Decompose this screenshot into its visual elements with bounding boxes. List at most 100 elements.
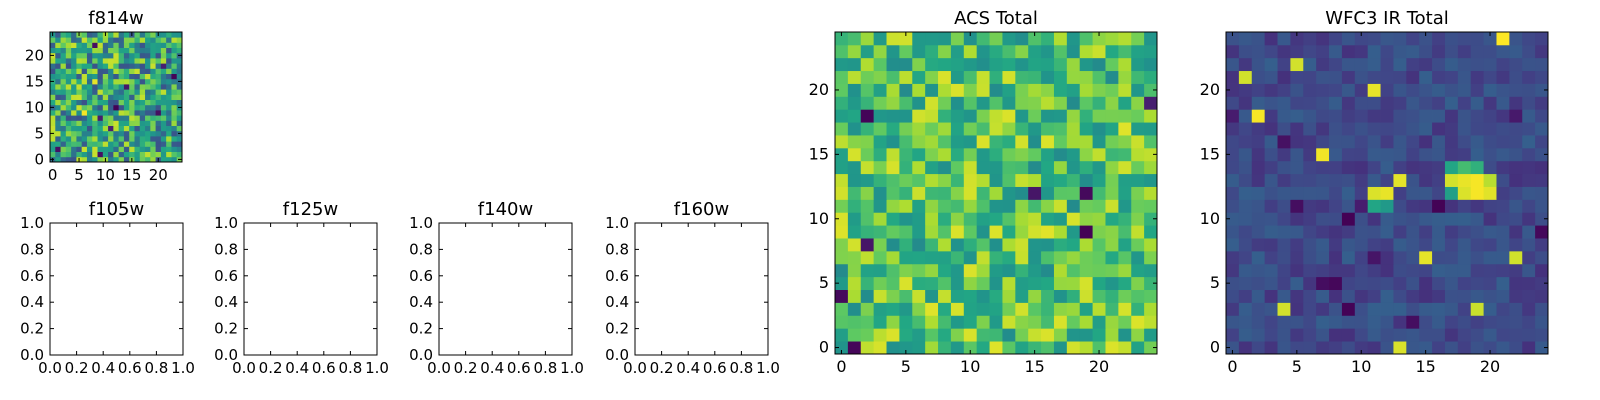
y-tick-label: 10 [1200,209,1220,228]
wfc3-ir-total-cells [1226,32,1549,355]
heatmap-cell [1041,122,1055,136]
heatmap-cell [1002,57,1016,72]
heatmap-cell [1509,96,1523,110]
heatmap-cell [1015,70,1029,84]
heatmap-cell [55,120,61,126]
heatmap-cell [129,52,135,59]
heatmap-cell [129,68,135,74]
heatmap-cell [1509,212,1523,226]
heatmap-cell [1380,32,1394,46]
heatmap-cell [1432,212,1446,226]
heatmap-cell [860,238,875,252]
heatmap-cell [113,73,120,80]
heatmap-cell [1457,147,1472,162]
heatmap-cell [976,83,990,97]
heatmap-cell [139,63,146,69]
heatmap-cell [899,160,913,175]
heatmap-cell [1367,289,1381,303]
heatmap-cell [1028,44,1042,59]
heatmap-cell [123,125,130,132]
heatmap-cell [171,141,178,147]
heatmap-cell [950,32,965,46]
heatmap-cell [71,89,77,95]
heatmap-cell [139,94,146,100]
heatmap-cell [1535,83,1549,97]
heatmap-cell [950,122,965,136]
x-tick-label: 10 [960,357,980,376]
acs-total-axes-frame [834,31,1158,355]
heatmap-cell [1341,186,1356,200]
heatmap-cell [1290,212,1304,226]
heatmap-cell [835,96,849,110]
heatmap-cell [1303,315,1317,329]
heatmap-cell [963,315,978,329]
heatmap-cell [160,89,167,95]
heatmap-cell [176,120,183,126]
heatmap-cell [1380,173,1394,187]
heatmap-cell [171,73,178,80]
heatmap-cell [1238,44,1253,59]
heatmap-cell [1354,44,1369,59]
heatmap-cell [899,135,913,149]
heatmap-cell [1444,328,1459,342]
heatmap-cell [118,156,125,163]
heatmap-cell [134,104,141,111]
heatmap-cell [139,42,146,48]
heatmap-cell [160,52,167,59]
heatmap-cell [912,212,926,226]
heatmap-cell [65,146,72,152]
heatmap-cell [1483,147,1497,162]
heatmap-cell [1393,135,1407,149]
heatmap-cell [113,37,120,43]
heatmap-cell [176,125,183,132]
heatmap-cell [166,151,172,158]
heatmap-cell [963,250,978,265]
f125w-panel: 0.0 0.2 0.4 0.6 0.8 1.00.00.20.40.60.81.0f125… [214,199,389,377]
heatmap-cell [1144,328,1158,342]
heatmap-cell [1496,173,1510,187]
heatmap-cell [97,47,104,54]
heatmap-cell [1457,32,1472,46]
heatmap-cell [1053,212,1068,226]
heatmap-cell [847,250,862,265]
heatmap-cell [166,58,172,64]
heatmap-cell [1277,122,1291,136]
heatmap-cell [847,212,862,226]
heatmap-cell [1457,96,1472,110]
heatmap-cell [1432,122,1446,136]
heatmap-cell [1419,173,1433,187]
heatmap-cell [1002,122,1016,136]
heatmap-cell [1028,199,1042,213]
heatmap-cell [1277,173,1291,187]
heatmap-cell [1079,302,1093,316]
heatmap-cell [899,83,913,97]
heatmap-cell [1316,302,1330,316]
heatmap-cell [1354,83,1369,97]
heatmap-cell [1316,147,1330,162]
heatmap-cell [1079,225,1093,239]
heatmap-cell [1509,122,1523,136]
heatmap-cell [1092,70,1106,84]
heatmap-cell [899,302,913,316]
heatmap-cell [150,146,156,152]
heatmap-cell [1509,276,1523,290]
heatmap-cell [176,73,183,80]
heatmap-cell [1118,173,1132,187]
heatmap-cell [1290,70,1304,84]
heatmap-cell [1406,186,1420,200]
heatmap-cell [1367,32,1381,46]
heatmap-cell [1354,341,1369,355]
heatmap-cell [108,151,114,158]
heatmap-cell [1432,96,1446,110]
heatmap-cell [1341,341,1356,355]
heatmap-cell [155,110,162,116]
heatmap-cell [1251,186,1266,200]
heatmap-cell [155,78,162,85]
heatmap-cell [847,289,862,303]
heatmap-cell [55,78,61,85]
heatmap-cell [1496,160,1510,175]
heatmap-cell [1226,147,1240,162]
x-tick-label: 0.4 [91,359,115,377]
x-tick-label: 0.4 [480,359,504,377]
